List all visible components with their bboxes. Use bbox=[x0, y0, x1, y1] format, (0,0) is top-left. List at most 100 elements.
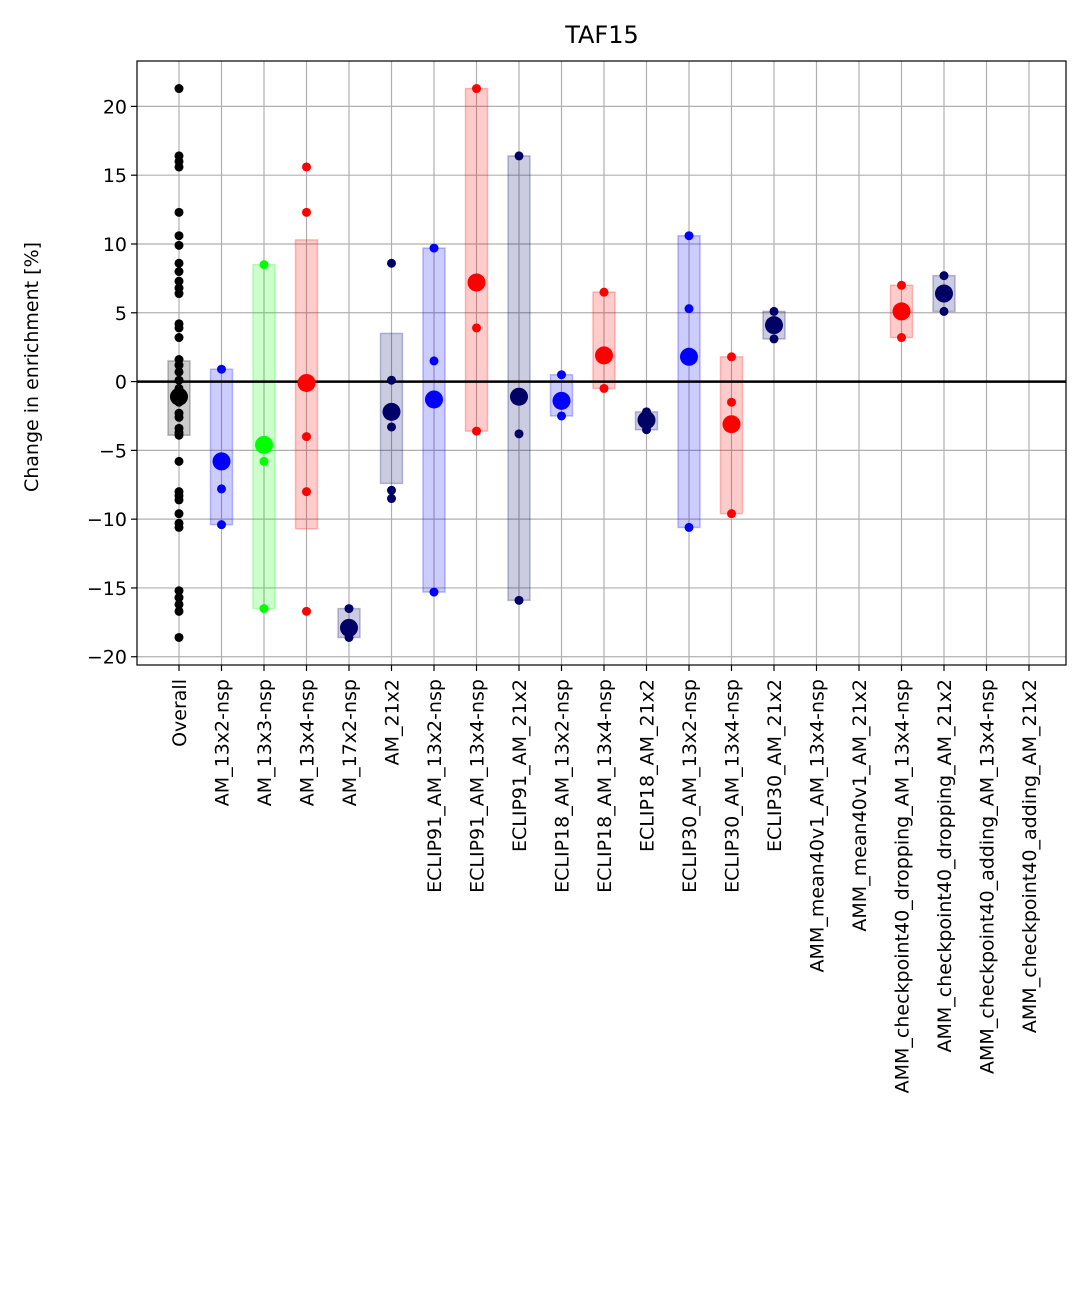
x-tick-label-3: AM_13x4-nsp bbox=[297, 679, 319, 806]
data-points bbox=[174, 84, 949, 642]
data-point-3-2 bbox=[302, 432, 311, 442]
mean-marker-4 bbox=[340, 618, 358, 637]
range-band-6 bbox=[422, 247, 446, 593]
range-band-1 bbox=[209, 368, 234, 526]
x-tick-label-16: AMM_mean40v1_AM_21x2 bbox=[849, 679, 871, 932]
x-tick-label-0: Overall bbox=[169, 679, 191, 747]
data-point-0-16 bbox=[174, 360, 184, 370]
mean-marker-2 bbox=[255, 435, 273, 454]
x-tick-label-14: ECLIP30_AM_21x2 bbox=[764, 679, 786, 852]
data-point-9-0 bbox=[557, 370, 566, 380]
data-point-4-0 bbox=[344, 604, 354, 614]
data-point-6-1 bbox=[429, 356, 439, 366]
data-point-18-0 bbox=[939, 271, 949, 281]
x-tick-label-7: ECLIP91_AM_13x4-nsp bbox=[467, 679, 489, 893]
data-point-1-0 bbox=[217, 364, 226, 374]
mean-marker-7 bbox=[467, 273, 486, 292]
data-point-9-1 bbox=[557, 411, 566, 421]
chart-title: TAF15 bbox=[564, 21, 639, 49]
mean-marker-0 bbox=[170, 387, 188, 406]
data-point-8-0 bbox=[514, 151, 524, 161]
mean-marker-5 bbox=[382, 402, 401, 421]
data-point-3-4 bbox=[302, 606, 311, 616]
data-point-10-1 bbox=[599, 383, 609, 393]
data-point-0-27 bbox=[174, 456, 184, 466]
y-tick-label-3: −5 bbox=[99, 440, 127, 462]
data-point-2-2 bbox=[259, 604, 269, 614]
y-tick-label-8: 20 bbox=[103, 96, 127, 118]
data-point-0-14 bbox=[174, 333, 184, 343]
data-point-13-2 bbox=[727, 509, 736, 519]
data-point-3-1 bbox=[302, 207, 311, 217]
data-point-13-1 bbox=[727, 397, 736, 407]
x-tick-label-8: ECLIP91_AM_21x2 bbox=[509, 679, 531, 852]
data-point-7-0 bbox=[472, 84, 481, 94]
x-tick-label-19: AMM_checkpoint40_adding_AM_13x4-nsp bbox=[977, 679, 999, 1074]
x-tick-label-20: AMM_checkpoint40_adding_AM_21x2 bbox=[1019, 679, 1041, 1033]
x-tick-label-10: ECLIP18_AM_13x4-nsp bbox=[594, 679, 616, 893]
data-point-0-17 bbox=[174, 367, 184, 377]
data-point-0-33 bbox=[174, 522, 184, 532]
grid-lines bbox=[137, 61, 1066, 665]
x-tick-label-5: AM_21x2 bbox=[382, 679, 404, 765]
mean-marker-6 bbox=[425, 390, 443, 409]
data-point-8-2 bbox=[514, 595, 524, 605]
data-point-7-1 bbox=[472, 323, 481, 333]
data-point-12-2 bbox=[684, 522, 694, 532]
range-band-8 bbox=[507, 155, 531, 602]
data-point-0-35 bbox=[174, 593, 184, 603]
data-point-0-37 bbox=[174, 606, 184, 616]
data-point-17-1 bbox=[897, 333, 906, 343]
data-point-6-2 bbox=[429, 587, 439, 597]
x-axis-ticks: Overall AM_13x2-nsp AM_13x3-nsp AM_13x4-nsp… bbox=[169, 665, 1041, 1093]
data-point-14-0 bbox=[769, 306, 779, 316]
data-point-5-3 bbox=[387, 485, 396, 495]
mean-markers bbox=[170, 273, 953, 637]
mean-marker-13 bbox=[722, 415, 741, 434]
x-tick-label-13: ECLIP30_AM_13x4-nsp bbox=[722, 679, 744, 893]
data-point-10-0 bbox=[599, 287, 609, 297]
range-band-7 bbox=[464, 87, 489, 432]
data-point-5-1 bbox=[387, 375, 396, 385]
data-point-2-0 bbox=[259, 260, 269, 270]
mean-marker-3 bbox=[297, 373, 316, 392]
x-tick-label-11: ECLIP18_AM_21x2 bbox=[637, 679, 659, 852]
y-tick-label-5: 5 bbox=[115, 303, 127, 325]
data-point-8-1 bbox=[514, 429, 524, 439]
data-point-0-5 bbox=[174, 231, 184, 241]
data-point-13-0 bbox=[727, 352, 736, 362]
mean-marker-8 bbox=[510, 387, 528, 406]
plot-frame bbox=[136, 60, 1067, 666]
data-point-5-4 bbox=[387, 494, 396, 504]
y-tick-label-4: 0 bbox=[115, 372, 127, 394]
mean-marker-1 bbox=[212, 452, 231, 471]
mean-marker-18 bbox=[935, 284, 953, 303]
x-tick-label-9: ECLIP18_AM_13x2-nsp bbox=[552, 679, 574, 893]
data-point-6-0 bbox=[429, 243, 439, 253]
data-point-14-1 bbox=[769, 334, 779, 344]
data-point-3-0 bbox=[302, 162, 311, 172]
data-point-0-8 bbox=[174, 267, 184, 277]
mean-marker-14 bbox=[765, 316, 783, 335]
data-point-5-0 bbox=[387, 258, 396, 268]
y-tick-label-7: 15 bbox=[103, 165, 127, 187]
data-point-1-2 bbox=[217, 520, 226, 530]
data-point-0-31 bbox=[174, 509, 184, 519]
data-point-0-4 bbox=[174, 207, 184, 217]
data-point-0-7 bbox=[174, 258, 184, 268]
data-point-0-18 bbox=[174, 375, 184, 385]
data-point-1-1 bbox=[217, 484, 226, 494]
x-tick-label-6: ECLIP91_AM_13x2-nsp bbox=[424, 679, 446, 893]
data-point-0-36 bbox=[174, 599, 184, 609]
data-point-0-13 bbox=[174, 323, 184, 333]
y-axis-label: Change in enrichment [%] bbox=[21, 242, 43, 492]
x-tick-label-17: AMM_checkpoint40_dropping_AM_13x4-nsp bbox=[892, 679, 914, 1093]
mean-marker-17 bbox=[892, 302, 911, 321]
mean-marker-9 bbox=[552, 391, 571, 410]
data-point-0-11 bbox=[174, 289, 184, 299]
mean-marker-10 bbox=[595, 346, 613, 365]
data-point-17-0 bbox=[897, 280, 906, 290]
y-tick-label-6: 10 bbox=[103, 234, 127, 256]
